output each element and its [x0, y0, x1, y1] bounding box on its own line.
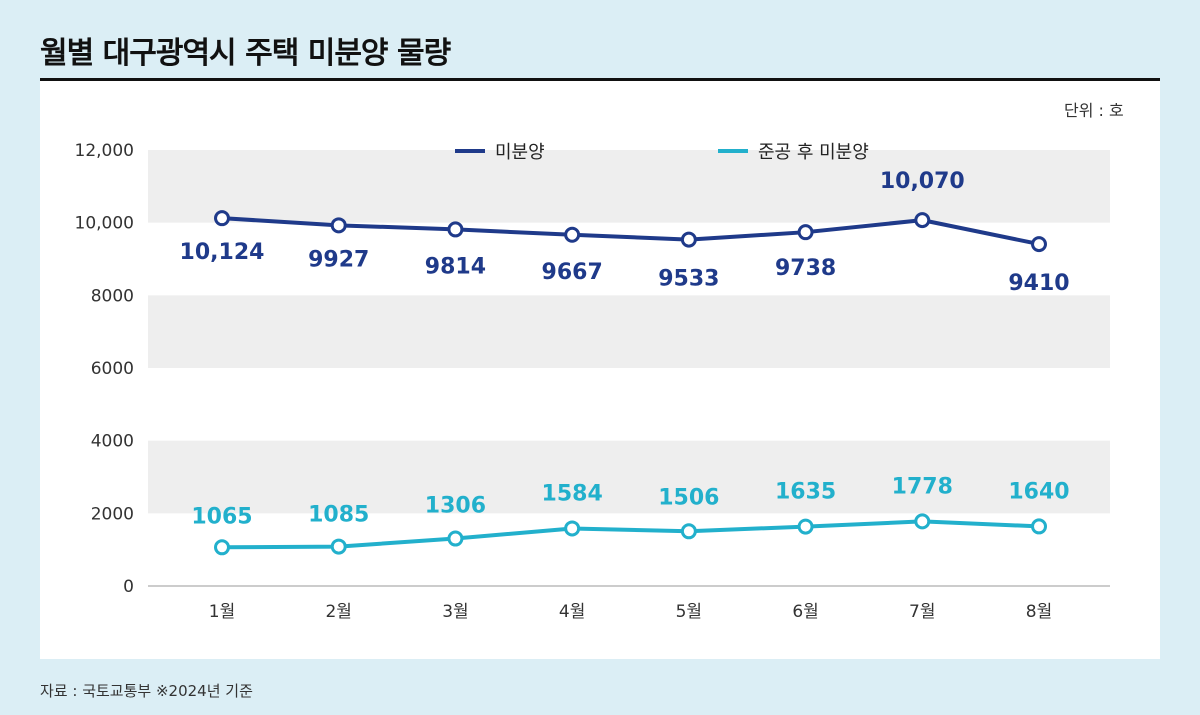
data-label: 9533 [658, 267, 719, 292]
legend-label: 미분양 [495, 142, 545, 163]
y-tick-label: 8000 [91, 286, 134, 306]
data-point [564, 520, 581, 537]
data-label: 9927 [308, 247, 369, 272]
data-point [680, 231, 697, 248]
x-tick-label: 3월 [442, 602, 468, 622]
data-label: 10,070 [880, 169, 965, 194]
unit-label: 단위 : 호 [1064, 101, 1124, 120]
data-point [214, 210, 230, 227]
data-label: 1085 [308, 503, 369, 528]
data-point [797, 518, 814, 535]
data-label: 9410 [1008, 271, 1069, 296]
x-tick-label: 7월 [909, 602, 935, 622]
data-point [447, 221, 464, 238]
grid-band [148, 440, 1110, 514]
y-tick-label: 6000 [91, 359, 134, 379]
data-point [447, 530, 464, 547]
data-label: 1506 [658, 485, 719, 510]
y-tick-label: 12,000 [75, 141, 134, 161]
data-label: 1584 [542, 481, 603, 506]
data-point [1031, 236, 1047, 253]
data-label: 1778 [892, 474, 953, 499]
title-rule [40, 78, 1160, 81]
data-label: 1640 [1008, 479, 1069, 504]
x-tick-label: 1월 [209, 602, 235, 622]
source-note: 자료 : 국토교통부 ※2024년 기준 [40, 682, 253, 700]
y-tick-label: 10,000 [75, 214, 134, 234]
x-tick-label: 4월 [559, 602, 585, 622]
data-label: 9738 [775, 256, 836, 281]
y-tick-label: 2000 [91, 504, 134, 524]
legend-label: 준공 후 미분양 [758, 142, 869, 163]
y-tick-label: 0 [123, 577, 134, 597]
x-tick-label: 5월 [676, 602, 702, 622]
data-point [330, 538, 347, 555]
data-point [1031, 518, 1047, 535]
data-point [330, 217, 347, 234]
data-point [214, 539, 230, 556]
data-label: 9667 [542, 260, 603, 285]
grid-band [148, 295, 1110, 368]
data-label: 1065 [191, 504, 252, 529]
data-point [680, 523, 697, 540]
data-label: 1306 [425, 494, 486, 519]
chart-title: 월별 대구광역시 주택 미분양 물량 [40, 36, 451, 71]
data-point [564, 226, 581, 243]
y-tick-label: 4000 [91, 432, 134, 452]
data-label: 9814 [425, 254, 486, 279]
x-tick-label: 2월 [325, 602, 351, 622]
data-label: 1635 [775, 480, 836, 505]
data-point [914, 212, 931, 229]
data-point [797, 224, 814, 241]
series-line [221, 519, 1040, 550]
grid-band [148, 150, 1110, 223]
data-point [914, 513, 931, 530]
series-line [221, 216, 1040, 247]
x-tick-label: 8월 [1026, 602, 1052, 622]
x-tick-label: 6월 [792, 602, 818, 622]
data-label: 10,124 [180, 240, 265, 265]
